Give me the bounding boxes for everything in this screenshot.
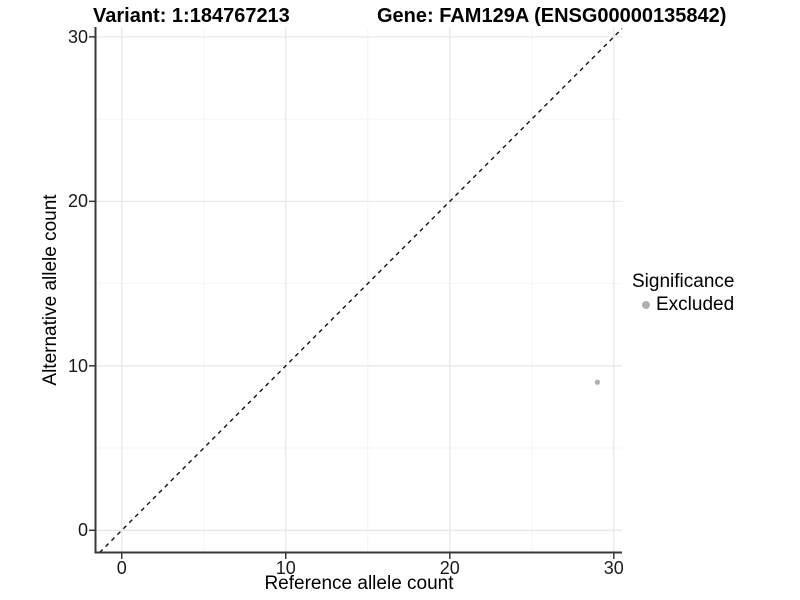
legend-item-label: Excluded	[656, 294, 735, 315]
x-tick-label: 30	[603, 558, 624, 578]
y-tick-label: 20	[67, 191, 88, 212]
legend: Significance Excluded	[632, 271, 734, 315]
identity-dashed-line	[99, 28, 623, 553]
data-point	[594, 379, 600, 385]
x-tick-label: 0	[116, 558, 127, 578]
x-tick-label: 20	[439, 558, 460, 578]
legend-item-excluded: Excluded	[632, 294, 734, 315]
legend-circle-marker-icon	[642, 300, 650, 309]
y-tick-label: 30	[67, 26, 88, 47]
y-tick-label: 0	[77, 520, 88, 541]
plot-title-gene: Gene: FAM129A (ENSG00000135842)	[377, 5, 727, 27]
legend-title: Significance	[632, 271, 735, 292]
x-axis-title: Reference allele count	[264, 573, 454, 594]
plot-title-variant: Variant: 1:184767213	[93, 5, 290, 27]
y-tick-label: 10	[67, 355, 88, 376]
x-tick-label: 10	[275, 558, 296, 578]
